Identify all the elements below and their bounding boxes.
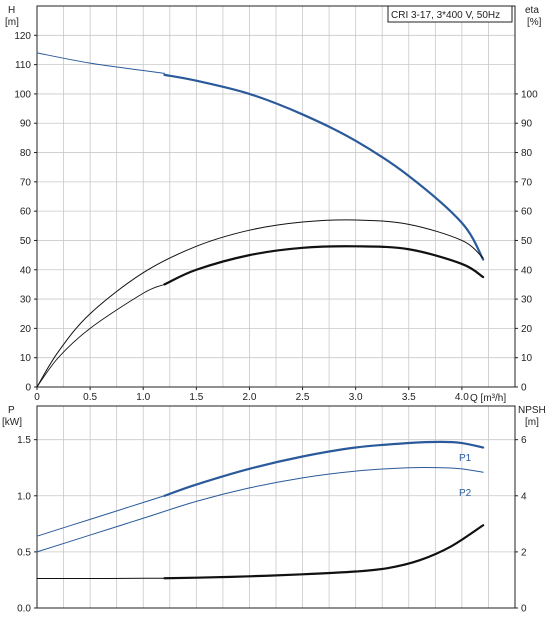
x-tick-label: 0.5 [83,392,97,403]
bottom-plot-frame [36,405,516,609]
top-plot-frame [36,5,516,388]
y-tick-label-left: 0.0 [17,604,31,615]
x-tick-label: 3.0 [349,392,363,403]
x-tick-label: 3.5 [402,392,416,403]
y-tick-label-left: 10 [20,353,32,364]
y-tick-label-left: 60 [20,207,32,218]
y-tick-label-left: 50 [20,236,32,247]
series-line-eta_thick [163,245,485,286]
top-right-axis-title-1: eta [525,5,539,16]
y-tick-label-left: 90 [20,119,32,130]
chart-title: CRI 3-17, 3*400 V, 50Hz [391,10,500,21]
top-x-tick-labels: 0 0.5 1.0 1.5 2.0 2.5 3.0 3.5 4.0 [34,387,469,403]
top-right-axis-title-2: [%] [527,17,542,28]
y-tick-label-right: 90 [521,119,533,130]
series-line-eta_thin2 [36,284,165,388]
y-tick-label-left: 80 [20,148,32,159]
bottom-y-tick-labels-left: 0.0 0.5 1.0 1.5 [17,435,37,615]
top-series [36,52,485,388]
x-tick-label: 4.0 [455,392,469,403]
series-line-H_thin [36,52,165,74]
y-tick-label-right: 4 [521,491,527,502]
series-line-H_thick [163,73,485,261]
y-tick-label-left: 20 [20,324,32,335]
y-tick-label-right: 30 [521,295,533,306]
x-tick-label: 2.0 [242,392,256,403]
y-tick-label-right: 2 [521,547,527,558]
y-tick-label-right: 20 [521,324,533,335]
y-tick-label-left: 0.5 [17,547,31,558]
y-tick-label-left: 30 [20,295,32,306]
top-x-axis-title: Q [m³/h] [470,393,506,404]
title-box [387,5,513,23]
top-left-axis-title-1: H [8,5,15,16]
series-line-P2_thin [36,466,484,553]
bottom-right-axis-title-2: [m] [525,417,539,428]
y-tick-label-left: 1.0 [17,491,31,502]
series-line-P1_thin [36,495,165,537]
bottom-series [36,440,485,580]
p1-label: P1 [459,453,472,464]
top-y-tick-labels-right: 0 10 20 30 40 50 60 70 80 90 100 [515,89,538,394]
x-tick-label: 1.5 [189,392,203,403]
x-tick-label: 1.0 [136,392,150,403]
bottom-y-tick-labels-right: 0 2 4 6 [515,435,527,615]
bottom-right-axis-title-1: NPSH [518,405,546,416]
y-tick-label-right: 60 [521,207,533,218]
x-tick-label: 2.5 [296,392,310,403]
head-efficiency-panel: 0 0.5 1.0 1.5 2.0 2.5 3.0 3.5 4.0 0 10 20 30 40 50 60 7… [5,5,542,404]
series-line-eta_thin [36,219,484,388]
y-tick-label-right: 50 [521,236,533,247]
y-tick-label-left: 100 [14,89,31,100]
top-left-axis-title-2: [m] [5,17,19,28]
x-tick-label: 0 [34,392,40,403]
y-tick-label-right: 6 [521,435,527,446]
y-tick-label-right: 10 [521,353,533,364]
y-tick-label-right: 0 [521,383,527,394]
y-tick-label-left: 110 [15,60,31,71]
p2-label: P2 [459,488,472,499]
y-tick-label-left: 120 [14,31,31,42]
bottom-left-axis-title-2: [kW] [2,417,22,428]
top-y-tick-labels-left: 0 10 20 30 40 50 60 70 80 90 100 110 120 [14,31,37,394]
y-tick-label-right: 40 [521,265,533,276]
y-tick-label-left: 70 [20,177,32,188]
series-line-P1_thick [163,440,485,497]
y-tick-label-right: 100 [521,89,538,100]
power-npsh-panel: 0.0 0.5 1.0 1.5 0 2 4 6 P [kW] NPSH [m] P1 P2 [2,405,546,615]
bottom-left-axis-title-1: P [8,405,15,416]
y-tick-label-left: 1.5 [17,435,31,446]
y-tick-label-right: 70 [521,177,533,188]
y-tick-label-left: 40 [20,265,32,276]
y-tick-label-right: 0 [521,604,527,615]
y-tick-label-right: 80 [521,148,533,159]
series-line-NPSH_thick [163,524,485,580]
y-tick-label-left: 0 [25,383,31,394]
